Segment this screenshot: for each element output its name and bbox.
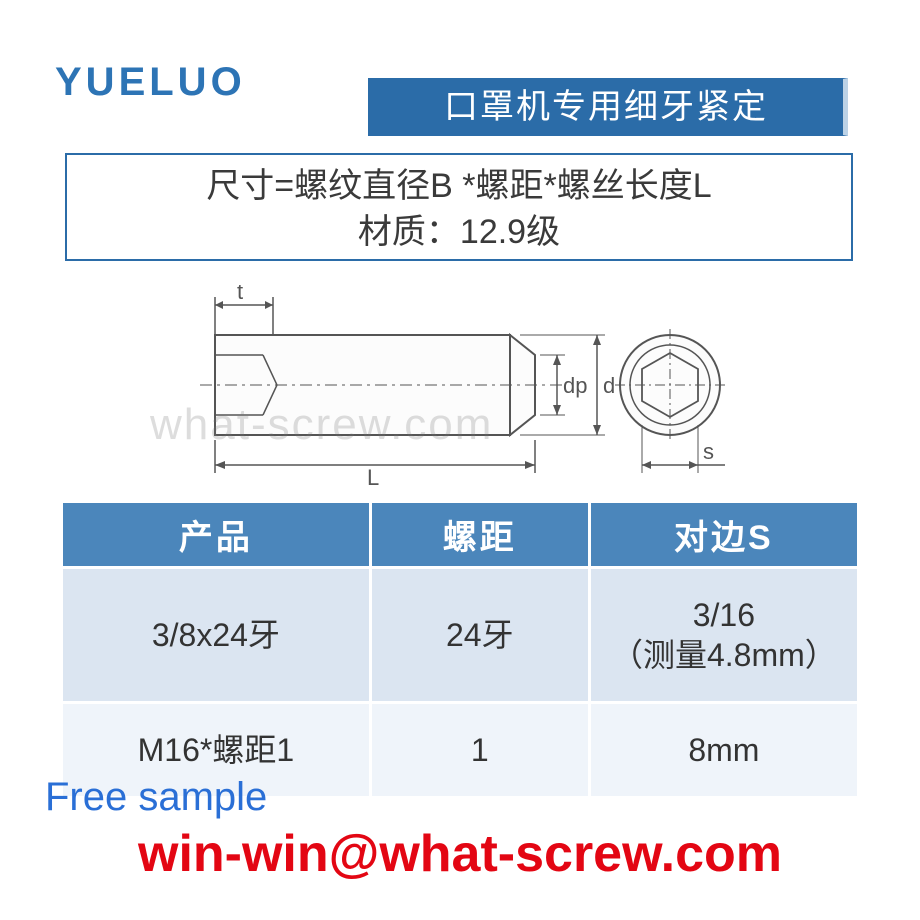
cell-product: 3/8x24牙 bbox=[62, 568, 371, 703]
contact-email: win-win@what-screw.com bbox=[0, 824, 920, 884]
cell-pitch: 1 bbox=[370, 703, 589, 798]
description-box: 尺寸=螺纹直径B *螺距*螺丝长度L 材质：12.9级 bbox=[65, 153, 853, 261]
table-row: 3/8x24牙 24牙 3/16 （测量4.8mm） bbox=[62, 568, 859, 703]
col-header-s: 对边S bbox=[589, 502, 858, 568]
dim-s: s bbox=[703, 439, 714, 464]
dim-t: t bbox=[237, 285, 243, 304]
dim-d: d bbox=[603, 373, 615, 398]
free-sample-label: Free sample bbox=[45, 775, 267, 820]
desc-line-1: 尺寸=螺纹直径B *螺距*螺丝长度L bbox=[67, 163, 851, 209]
screw-diagram: t dp d L bbox=[195, 285, 735, 490]
table-header-row: 产品 螺距 对边S bbox=[62, 502, 859, 568]
cell-pitch: 24牙 bbox=[370, 568, 589, 703]
title-banner: 口罩机专用细牙紧定 bbox=[368, 78, 848, 136]
col-header-pitch: 螺距 bbox=[370, 502, 589, 568]
cell-s: 3/16 （测量4.8mm） bbox=[589, 568, 858, 703]
dim-L: L bbox=[367, 465, 379, 490]
col-header-product: 产品 bbox=[62, 502, 371, 568]
dim-dp: dp bbox=[563, 373, 587, 398]
brand-logo: YUELUO bbox=[55, 60, 246, 105]
cell-s: 8mm bbox=[589, 703, 858, 798]
spec-table: 产品 螺距 对边S 3/8x24牙 24牙 3/16 （测量4.8mm） M16… bbox=[60, 500, 860, 799]
desc-line-2: 材质：12.9级 bbox=[67, 209, 851, 255]
